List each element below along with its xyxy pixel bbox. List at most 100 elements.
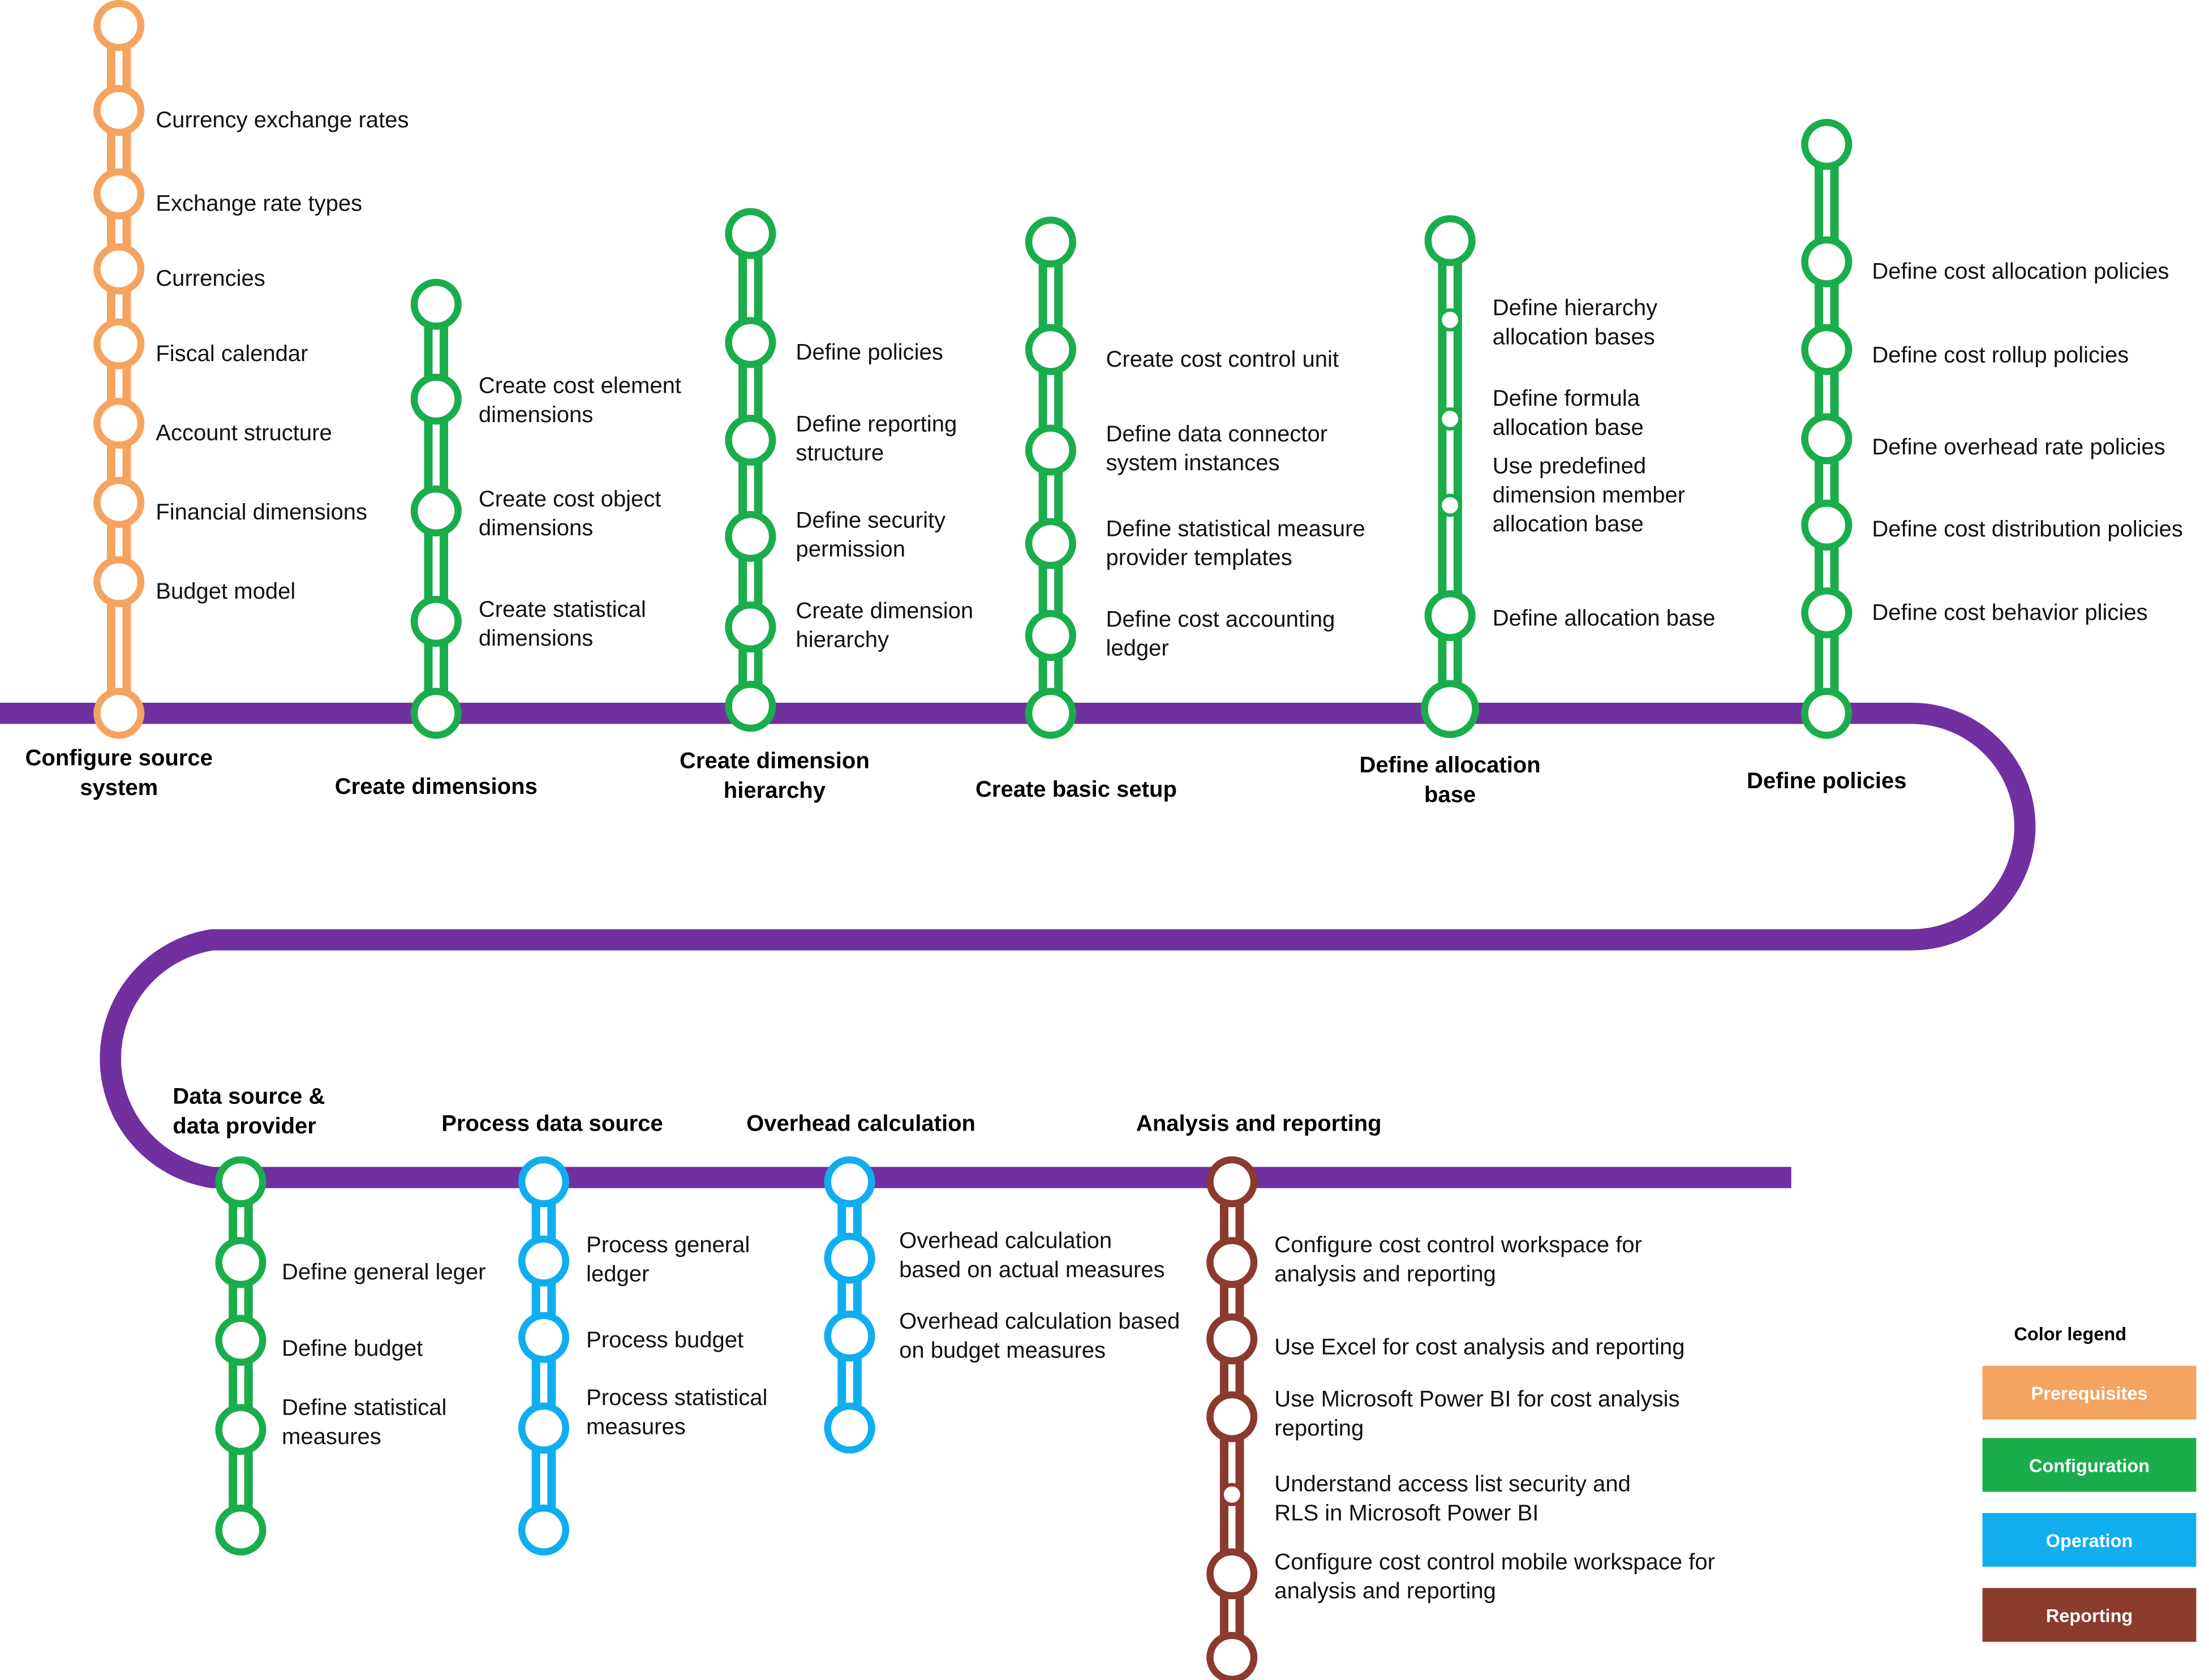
station-node — [1025, 610, 1076, 661]
station-label: Define security permission — [796, 508, 946, 561]
station-label: Exchange rate types — [156, 191, 362, 216]
station-node — [1206, 1391, 1258, 1442]
legend-swatch — [1982, 1588, 2197, 1642]
station-node — [1025, 518, 1076, 569]
stage-end-node — [1206, 1631, 1258, 1680]
legend-label: Reporting — [2046, 1605, 2133, 1626]
station-label: Configure cost control mobile workspace … — [1274, 1549, 1715, 1603]
station-label: Create statistical dimensions — [479, 597, 646, 651]
stage-analysis-and-reporting: Configure cost control workspace for anal… — [1136, 1111, 1715, 1680]
station-label: Define hierarchy allocation bases — [1493, 295, 1657, 349]
stage-title-line: Define allocation — [1359, 753, 1540, 777]
stage-start-node — [725, 208, 776, 259]
station-node-small — [1220, 1483, 1244, 1506]
station-label-line: Use predefined — [1493, 454, 1646, 479]
station-label-line: Create cost control unit — [1106, 347, 1339, 372]
station-label-line: allocation base — [1493, 415, 1644, 440]
stage-title-line: Configure source — [25, 746, 213, 771]
stage-process-data-source: Process general ledger Process budget Proce… — [441, 1111, 767, 1556]
station-node — [1801, 499, 1853, 551]
stage-end-node — [215, 1504, 267, 1556]
station-label: Create cost element dimensions — [479, 373, 681, 427]
station-label-line: Exchange rate types — [156, 191, 362, 216]
stage-title: Create dimensions — [335, 774, 538, 799]
station-label: Define statistical measures — [282, 1395, 446, 1449]
process-line — [0, 702, 2036, 1188]
stage-configure-source-system: Currency exchange rates Exchange rate typ… — [25, 0, 409, 801]
station-label-line: hierarchy — [796, 628, 889, 652]
station-label: Define allocation base — [1493, 606, 1716, 631]
station-label: Define cost behavior plicies — [1872, 600, 2147, 625]
station-label: Create cost control unit — [1106, 347, 1339, 372]
station-label-line: ledger — [586, 1261, 649, 1286]
station-label-line: reporting — [1274, 1416, 1364, 1441]
stage-end-node — [410, 688, 462, 739]
stage-title-line: Overhead calculation — [746, 1111, 975, 1136]
station-label-line: Create statistical — [479, 597, 646, 622]
station-label-line: Define cost allocation policies — [1872, 259, 2169, 284]
legend-item-operation: Operation — [1982, 1513, 2197, 1567]
station-label-line: Budget model — [156, 579, 295, 604]
station-label-line: based on actual measures — [899, 1257, 1164, 1282]
station-label-line: ledger — [1106, 636, 1169, 661]
station-label: Account structure — [156, 420, 332, 445]
station-label-line: Financial dimensions — [156, 500, 367, 525]
legend-item-configuration: Configuration — [1982, 1438, 2197, 1492]
station-label-line: Define statistical — [282, 1395, 446, 1420]
station-node — [1424, 590, 1476, 642]
station-node-small — [1438, 407, 1462, 431]
station-label-line: Define data connector — [1106, 422, 1328, 446]
station-node — [518, 1402, 570, 1454]
stage-end-node — [93, 688, 145, 739]
station-label: Create cost object dimensions — [479, 487, 661, 540]
legend-label: Operation — [2046, 1531, 2133, 1551]
station-label-line: Define reporting — [796, 411, 957, 436]
station-label-line: Use Microsoft Power BI for cost analysis — [1274, 1387, 1679, 1412]
station-node — [1801, 587, 1853, 639]
stage-start-node — [1801, 119, 1853, 170]
station-node — [215, 1237, 267, 1288]
station-label-line: permission — [796, 537, 905, 562]
legend-title: Color legend — [2014, 1324, 2126, 1344]
station-node — [1025, 324, 1076, 375]
station-label: Use predefined dimension member allocation… — [1493, 454, 1685, 537]
station-label: Use Excel for cost analysis and reportin… — [1274, 1335, 1684, 1360]
stage-title: Define policies — [1747, 768, 1906, 793]
stage-title-line: Create dimensions — [335, 774, 538, 799]
station-label: Overhead calculation based on budget meas… — [899, 1309, 1180, 1363]
station-label-line: on budget measures — [899, 1338, 1106, 1363]
station-label-line: Define cost rollup policies — [1872, 342, 2129, 367]
stage-define-allocation-base: Define hierarchy allocation bases Define f… — [1359, 215, 1716, 807]
station-label-line: Process budget — [586, 1327, 744, 1352]
stage-overhead-calculation: Overhead calculation based on actual meas… — [746, 1111, 1180, 1454]
station-label-line: Account structure — [156, 420, 332, 445]
station-label-line: dimension member — [1493, 483, 1685, 508]
stage-title-line: Create basic setup — [975, 777, 1177, 802]
station-label-line: Define overhead rate policies — [1872, 435, 2165, 459]
stage-title: Analysis and reporting — [1136, 1111, 1382, 1136]
station-label-line: Overhead calculation based — [899, 1309, 1180, 1334]
station-node — [518, 1235, 570, 1287]
station-label-line: Currency exchange rates — [156, 108, 409, 132]
station-label: Process general ledger — [586, 1232, 750, 1286]
stage-end-node — [1801, 688, 1853, 739]
stage-start-node — [1206, 1156, 1258, 1208]
station-node — [93, 556, 145, 608]
legend-item-prerequisites: Prerequisites — [1982, 1365, 2197, 1420]
station-label-line: Define policies — [796, 340, 943, 364]
station-label-line: Define cost distribution policies — [1872, 517, 2183, 542]
legend-swatch — [1982, 1513, 2197, 1567]
station-node — [93, 168, 145, 220]
station-node — [1206, 1548, 1258, 1600]
station-label: Process budget — [586, 1327, 744, 1352]
station-label: Use Microsoft Power BI for cost analysis… — [1274, 1387, 1679, 1441]
station-node — [93, 476, 145, 528]
station-node — [410, 596, 462, 647]
stage-title: Configure source system — [25, 746, 213, 801]
stage-data-source-data-provider: Define general leger Define budget Define … — [173, 1084, 485, 1556]
station-label-line: measures — [586, 1414, 686, 1439]
station-label-line: Define cost accounting — [1106, 607, 1335, 631]
station-label-line: Process general — [586, 1232, 750, 1257]
station-label-line: Define cost behavior plicies — [1872, 600, 2147, 625]
